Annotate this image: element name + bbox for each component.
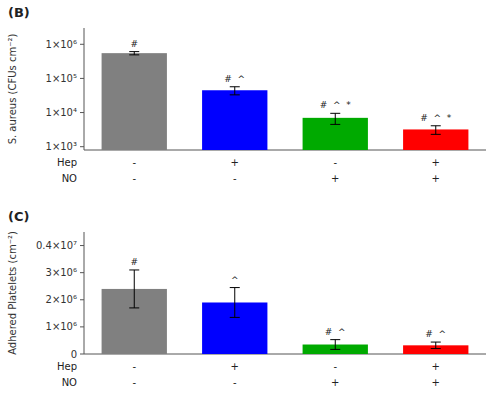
row-value: + [231,361,239,372]
row-value: - [233,377,237,388]
y-tick-label: 1×10⁴ [46,107,77,118]
plot-area [102,270,469,354]
error-bar-cap [230,317,240,318]
error-bar-cap [129,51,139,52]
error-bar [431,342,441,349]
row-label: Hep [57,157,77,168]
error-bar [330,113,340,124]
row-value: - [132,361,136,372]
significance-annotation: # [130,257,138,267]
y-axis-line [84,232,85,354]
significance-annotation: # ^ * [320,100,352,110]
error-bar [230,288,240,318]
error-bar-cap [330,124,340,125]
bar [202,90,267,150]
error-bar-cap [230,94,240,95]
error-bar-cap [431,125,441,126]
bar [102,53,167,150]
row-value: + [432,173,440,184]
row-value: - [233,173,237,184]
plot-area [102,52,469,150]
row-value: + [231,157,239,168]
significance-annotation: # ^ [224,74,245,84]
error-bar [230,87,240,95]
error-bar-cap [230,86,240,87]
row-label: NO [62,377,77,388]
error-bar-cap [129,269,139,270]
row-value: + [432,157,440,168]
row-value: - [132,157,136,168]
y-tick-label: 0 [71,349,77,360]
error-bar-cap [129,307,139,308]
error-bar-cap [330,113,340,114]
significance-annotation: # ^ * [420,113,452,123]
y-tick [80,78,84,79]
panel: (B) S. aureus (CFUs cm⁻²) 1×10³ 1×10⁴ 1×10⁵ 1… [7,5,486,184]
error-bar [330,340,340,350]
error-bar-stem [435,126,436,135]
panel-title: (B) [8,5,30,20]
row-value: - [132,173,136,184]
y-tick-label: 0.4×10⁷ [36,240,77,251]
error-bar-stem [234,87,235,95]
significance-annotation: ^ [231,275,239,285]
significance-annotation: # ^ [425,329,446,339]
row-value: + [432,361,440,372]
row-value: - [333,157,337,168]
y-axis-label: S. aureus (CFUs cm⁻²) [7,34,18,145]
y-tick-label: 2×10⁶ [46,294,77,305]
row-label: NO [62,173,77,184]
error-bar-cap [129,54,139,55]
row-value: - [333,361,337,372]
panel: (C) Adhered Platelets (cm⁻²) 0 1×10⁶ 2×10⁶ 3×… [7,209,486,388]
y-tick [80,245,84,246]
y-tick-label: 1×10⁵ [46,73,77,84]
y-tick [80,112,84,113]
figure: (B) S. aureus (CFUs cm⁻²) 1×10³ 1×10⁴ 1×10⁵ 1… [0,0,500,408]
error-bar-stem [134,270,135,308]
error-bar-cap [431,348,441,349]
y-tick-label: 1×10⁶ [46,321,77,332]
error-bar-cap [230,287,240,288]
error-bar-cap [431,342,441,343]
y-tick [80,272,84,273]
y-tick [80,354,84,355]
error-bar [129,52,139,55]
y-tick-label: 3×10⁶ [46,267,77,278]
error-bar-stem [335,113,336,124]
error-bar-stem [335,340,336,350]
error-bar-cap [330,349,340,350]
y-axis-line [84,28,85,150]
row-value: - [132,377,136,388]
row-label: Hep [57,361,77,372]
significance-annotation: # [130,39,138,49]
row-value: + [331,377,339,388]
significance-annotation: # ^ [325,327,346,337]
error-bar-cap [431,134,441,135]
panel-title: (C) [8,209,29,224]
y-tick [80,299,84,300]
error-bar [431,126,441,135]
error-bar [129,270,139,308]
y-tick [80,326,84,327]
y-tick [80,44,84,45]
error-bar-cap [330,339,340,340]
error-bar-stem [234,288,235,318]
row-value: + [432,377,440,388]
y-tick-label: 1×10³ [46,141,77,152]
error-bar-stem [435,342,436,349]
y-tick-label: 1×10⁶ [46,39,77,50]
y-tick [80,146,84,147]
y-axis-label: Adhered Platelets (cm⁻²) [7,231,18,355]
row-value: + [331,173,339,184]
